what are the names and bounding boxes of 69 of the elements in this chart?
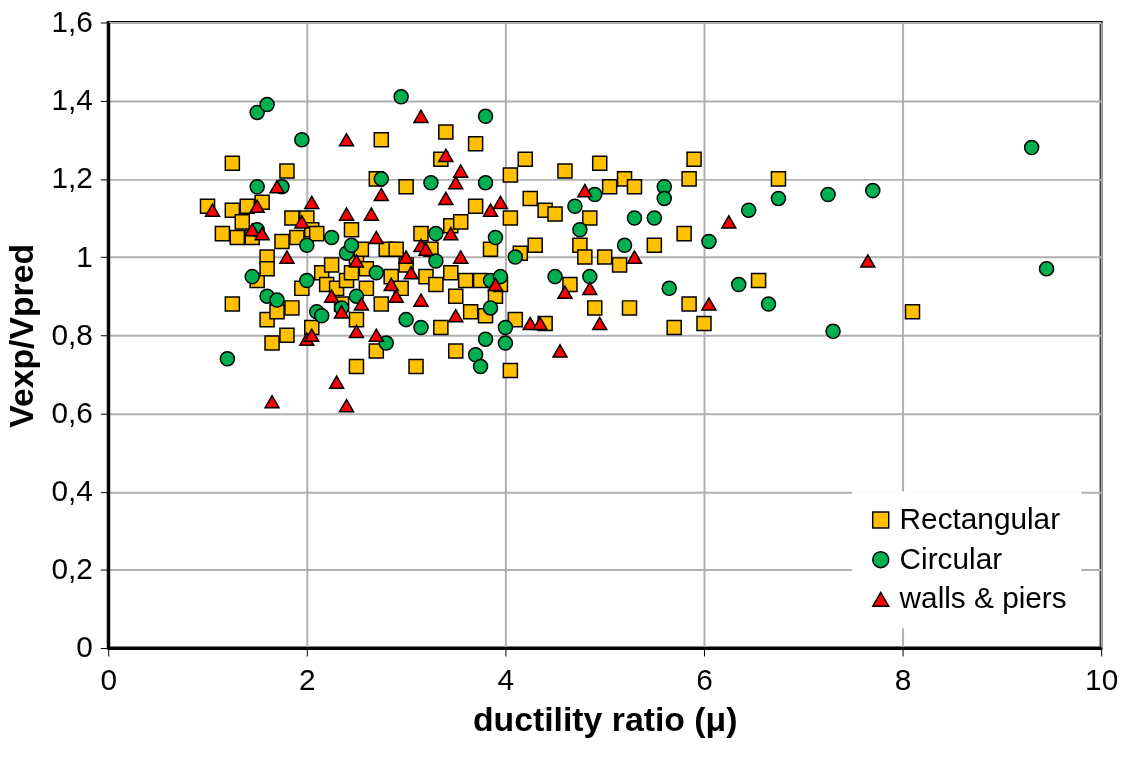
point: [368, 328, 385, 343]
x-tick-label: 0: [100, 663, 118, 697]
point: [413, 293, 429, 307]
y-tick-label: 0,8: [51, 317, 93, 351]
x-tick-label: 10: [1085, 663, 1119, 697]
point: [328, 375, 345, 390]
point: [452, 164, 469, 178]
point: [532, 316, 548, 331]
point: [348, 324, 365, 339]
point: [577, 183, 593, 198]
point: [264, 394, 280, 409]
point: [338, 207, 355, 221]
point: [383, 277, 399, 292]
point: [269, 179, 285, 194]
point: [447, 308, 464, 323]
point: [582, 281, 598, 296]
y-tick-label: 1,2: [51, 161, 93, 195]
point: [452, 250, 469, 264]
x-axis-title: ductility ratio (μ): [472, 699, 738, 738]
point: [373, 187, 390, 202]
point: [338, 398, 355, 413]
point: [438, 191, 454, 206]
y-tick-label: 0,2: [51, 552, 93, 586]
point: [244, 222, 260, 237]
point: [249, 199, 265, 214]
point: [333, 304, 350, 319]
point: [294, 215, 310, 229]
point: [701, 297, 717, 311]
point: [204, 203, 221, 217]
point: [398, 250, 414, 264]
point: [860, 254, 876, 268]
point: [353, 297, 370, 311]
point: [348, 254, 365, 268]
point: [482, 203, 499, 217]
point: [443, 226, 459, 241]
point: [403, 265, 419, 280]
point: [338, 132, 355, 147]
point: [368, 230, 385, 245]
point: [626, 250, 643, 264]
point: [591, 316, 608, 331]
point: [721, 215, 737, 229]
point: [492, 195, 509, 210]
x-tick-label: 4: [497, 663, 515, 697]
y-tick-label: 1,6: [51, 4, 93, 38]
y-tick-label: 0: [76, 630, 93, 664]
y-tick-label: 0,6: [51, 395, 93, 429]
x-tick-label: 8: [894, 663, 912, 697]
point: [254, 226, 270, 241]
point: [418, 242, 434, 257]
legend-label: Rectangular: [899, 501, 1061, 535]
point: [304, 195, 320, 210]
point: [388, 289, 404, 303]
point: [323, 289, 340, 303]
legend-label: Circular: [899, 541, 1003, 575]
point: [279, 250, 295, 264]
x-tick-label: 6: [696, 663, 713, 697]
y-axis-title: Vexp/Vpred: [1, 243, 40, 428]
legend-label: walls & piers: [898, 581, 1067, 615]
point: [363, 207, 380, 221]
point: [413, 109, 429, 124]
point: [438, 148, 454, 163]
point: [304, 328, 320, 343]
y-tick-label: 1,4: [51, 83, 93, 117]
point: [557, 285, 573, 300]
y-tick-label: 1: [76, 239, 93, 273]
point: [552, 344, 568, 358]
y-tick-label: 0,4: [51, 474, 93, 508]
x-tick-label: 2: [299, 663, 316, 697]
point: [487, 277, 504, 292]
